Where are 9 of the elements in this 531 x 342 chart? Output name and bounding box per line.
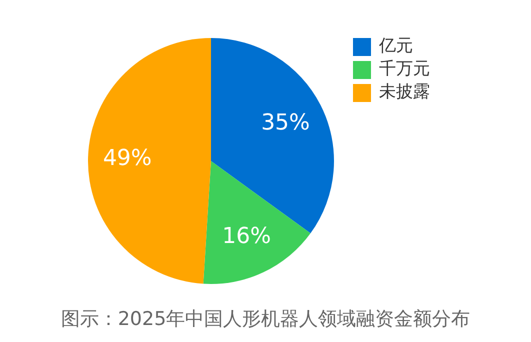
pie-slice — [203, 161, 311, 284]
legend-label: 未披露 — [379, 82, 430, 102]
legend-label: 亿元 — [379, 36, 413, 56]
data-label: 16% — [222, 224, 272, 250]
data-label: 49% — [102, 146, 152, 171]
data-label: 35% — [261, 110, 310, 136]
pie-slice — [88, 38, 211, 284]
text: 图示：2025年中国人形机器人领域融资金额分布 — [60, 307, 472, 332]
legend-label: 千万元 — [379, 59, 430, 79]
